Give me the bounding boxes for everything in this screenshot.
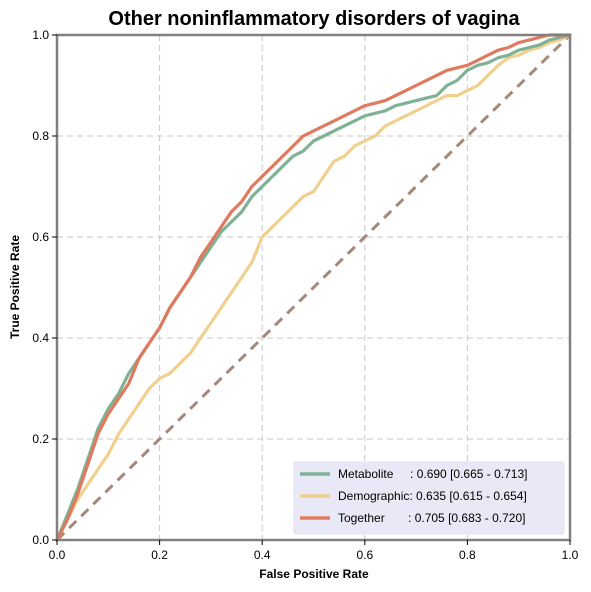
y-axis-label: True Positive Rate	[8, 235, 22, 339]
x-tick-label: 0.0	[49, 548, 66, 562]
y-tick-label: 0.2	[32, 432, 49, 446]
x-tick-label: 0.2	[151, 548, 168, 562]
x-axis-label: False Positive Rate	[259, 567, 369, 581]
x-tick-label: 0.4	[254, 548, 271, 562]
y-axis-ticks: 0.0 0.2 0.4 0.6 0.8 1.0	[32, 28, 57, 547]
plot-frame	[55, 33, 572, 542]
legend-box	[293, 461, 565, 535]
legend-label-demographic: Demographic: 0.635 [0.615 - 0.654]	[338, 489, 527, 503]
x-axis-ticks: 0.0 0.2 0.4 0.6 0.8 1.0	[49, 540, 579, 562]
series-line-demographic	[55, 33, 572, 542]
series-group	[55, 33, 572, 542]
legend-label-metabolite: Metabolite : 0.690 [0.665 - 0.713]	[338, 467, 527, 481]
y-tick-label: 0.8	[32, 129, 49, 143]
series-line-together	[55, 33, 572, 542]
y-tick-label: 0.6	[32, 230, 49, 244]
grid	[57, 35, 570, 540]
legend: Metabolite : 0.690 [0.665 - 0.713] Demogr…	[293, 461, 565, 535]
chance-diagonal-line	[55, 33, 572, 542]
x-tick-label: 1.0	[562, 548, 579, 562]
chart-title: Other noninflammatory disorders of vagin…	[108, 8, 520, 30]
y-tick-label: 1.0	[32, 28, 49, 42]
reference-line-group	[55, 33, 572, 542]
y-tick-label: 0.0	[32, 533, 49, 547]
x-tick-label: 0.6	[356, 548, 373, 562]
y-tick-label: 0.4	[32, 331, 49, 345]
x-tick-label: 0.8	[459, 548, 476, 562]
legend-label-together: Together : 0.705 [0.683 - 0.720]	[338, 511, 525, 525]
